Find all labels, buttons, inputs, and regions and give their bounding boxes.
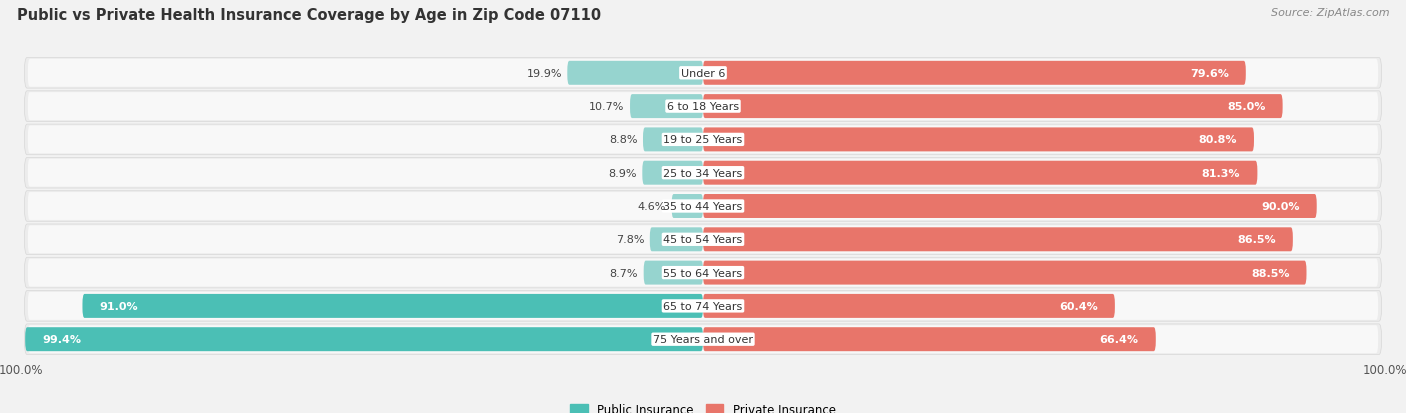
- FancyBboxPatch shape: [28, 126, 1378, 154]
- FancyBboxPatch shape: [24, 291, 1382, 321]
- Text: 25 to 34 Years: 25 to 34 Years: [664, 168, 742, 178]
- FancyBboxPatch shape: [650, 228, 703, 252]
- Text: 79.6%: 79.6%: [1189, 69, 1229, 78]
- Text: 8.7%: 8.7%: [610, 268, 638, 278]
- Text: 99.4%: 99.4%: [42, 335, 82, 344]
- FancyBboxPatch shape: [28, 259, 1378, 287]
- Legend: Public Insurance, Private Insurance: Public Insurance, Private Insurance: [565, 398, 841, 413]
- FancyBboxPatch shape: [703, 95, 1282, 119]
- Text: 60.4%: 60.4%: [1059, 301, 1098, 311]
- Text: 45 to 54 Years: 45 to 54 Years: [664, 235, 742, 245]
- FancyBboxPatch shape: [644, 261, 703, 285]
- Text: Under 6: Under 6: [681, 69, 725, 78]
- FancyBboxPatch shape: [630, 95, 703, 119]
- Text: 35 to 44 Years: 35 to 44 Years: [664, 202, 742, 211]
- FancyBboxPatch shape: [24, 158, 1382, 189]
- Text: 19 to 25 Years: 19 to 25 Years: [664, 135, 742, 145]
- FancyBboxPatch shape: [703, 161, 1257, 185]
- FancyBboxPatch shape: [24, 125, 1382, 155]
- FancyBboxPatch shape: [24, 58, 1382, 89]
- FancyBboxPatch shape: [703, 128, 1254, 152]
- Text: 6 to 18 Years: 6 to 18 Years: [666, 102, 740, 112]
- FancyBboxPatch shape: [24, 191, 1382, 222]
- Text: 86.5%: 86.5%: [1237, 235, 1275, 245]
- Text: 19.9%: 19.9%: [526, 69, 562, 78]
- FancyBboxPatch shape: [643, 128, 703, 152]
- FancyBboxPatch shape: [24, 224, 1382, 255]
- Text: 91.0%: 91.0%: [100, 301, 138, 311]
- FancyBboxPatch shape: [28, 59, 1378, 88]
- FancyBboxPatch shape: [28, 226, 1378, 254]
- Text: 55 to 64 Years: 55 to 64 Years: [664, 268, 742, 278]
- FancyBboxPatch shape: [28, 159, 1378, 187]
- Text: 88.5%: 88.5%: [1251, 268, 1289, 278]
- FancyBboxPatch shape: [28, 325, 1378, 354]
- FancyBboxPatch shape: [703, 294, 1115, 318]
- FancyBboxPatch shape: [24, 324, 1382, 355]
- Text: 75 Years and over: 75 Years and over: [652, 335, 754, 344]
- FancyBboxPatch shape: [703, 261, 1306, 285]
- Text: 81.3%: 81.3%: [1202, 168, 1240, 178]
- Text: Source: ZipAtlas.com: Source: ZipAtlas.com: [1271, 8, 1389, 18]
- Text: 90.0%: 90.0%: [1261, 202, 1299, 211]
- Text: 8.9%: 8.9%: [609, 168, 637, 178]
- FancyBboxPatch shape: [672, 195, 703, 218]
- FancyBboxPatch shape: [567, 62, 703, 85]
- Text: 10.7%: 10.7%: [589, 102, 624, 112]
- FancyBboxPatch shape: [28, 292, 1378, 320]
- FancyBboxPatch shape: [24, 92, 1382, 122]
- Text: 8.8%: 8.8%: [609, 135, 637, 145]
- Text: 85.0%: 85.0%: [1227, 102, 1265, 112]
- FancyBboxPatch shape: [83, 294, 703, 318]
- FancyBboxPatch shape: [703, 195, 1317, 218]
- FancyBboxPatch shape: [28, 192, 1378, 221]
- FancyBboxPatch shape: [703, 328, 1156, 351]
- FancyBboxPatch shape: [703, 228, 1294, 252]
- Text: 7.8%: 7.8%: [616, 235, 644, 245]
- Text: 66.4%: 66.4%: [1099, 335, 1139, 344]
- Text: 4.6%: 4.6%: [638, 202, 666, 211]
- Text: 65 to 74 Years: 65 to 74 Years: [664, 301, 742, 311]
- FancyBboxPatch shape: [28, 93, 1378, 121]
- FancyBboxPatch shape: [25, 328, 703, 351]
- Text: Public vs Private Health Insurance Coverage by Age in Zip Code 07110: Public vs Private Health Insurance Cover…: [17, 8, 600, 23]
- FancyBboxPatch shape: [703, 62, 1246, 85]
- FancyBboxPatch shape: [24, 258, 1382, 288]
- FancyBboxPatch shape: [643, 161, 703, 185]
- Text: 80.8%: 80.8%: [1198, 135, 1237, 145]
